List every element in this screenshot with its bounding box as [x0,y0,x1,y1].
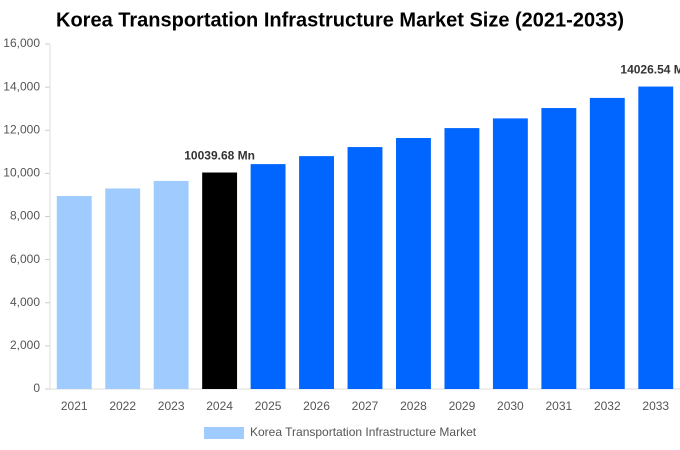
bar [589,97,625,389]
bar [638,86,674,389]
x-tick-label: 2033 [642,399,669,413]
x-tick-label: 2029 [449,399,476,413]
bar [444,128,480,389]
y-tick-label: 0 [33,381,40,395]
legend-swatch [204,427,244,439]
x-tick-label: 2024 [206,399,233,413]
x-tick-label: 2021 [61,399,88,413]
y-tick-label: 10,000 [3,166,40,180]
y-tick-label: 4,000 [10,295,40,309]
bar [105,188,141,389]
bar [541,108,577,390]
x-tick-label: 2030 [497,399,524,413]
bar [56,196,92,389]
x-tick-label: 2026 [303,399,330,413]
value-label: 14026.54 Mn [620,63,680,77]
chart-title: Korea Transportation Infrastructure Mark… [56,9,624,31]
y-tick-label: 12,000 [3,122,40,136]
y-tick-label: 2,000 [10,338,40,352]
x-tick-label: 2025 [255,399,282,413]
bar [299,156,334,389]
x-tick-label: 2028 [400,399,427,413]
bar [396,138,431,389]
bar [250,164,286,389]
x-tick-label: 2031 [545,399,572,413]
bar [202,172,238,389]
bar [153,180,189,389]
legend-label: Korea Transportation Infrastructure Mark… [250,425,477,439]
bar [492,118,528,389]
x-tick-label: 2032 [594,399,621,413]
y-tick-label: 6,000 [10,252,40,266]
y-tick-label: 16,000 [3,36,40,50]
value-label: 10039.68 Mn [184,149,255,163]
x-tick-label: 2022 [109,399,136,413]
x-tick-label: 2023 [158,399,185,413]
y-tick-label: 14,000 [3,79,40,93]
bar [347,147,383,389]
x-tick-label: 2027 [352,399,379,413]
y-tick-label: 8,000 [10,209,40,223]
